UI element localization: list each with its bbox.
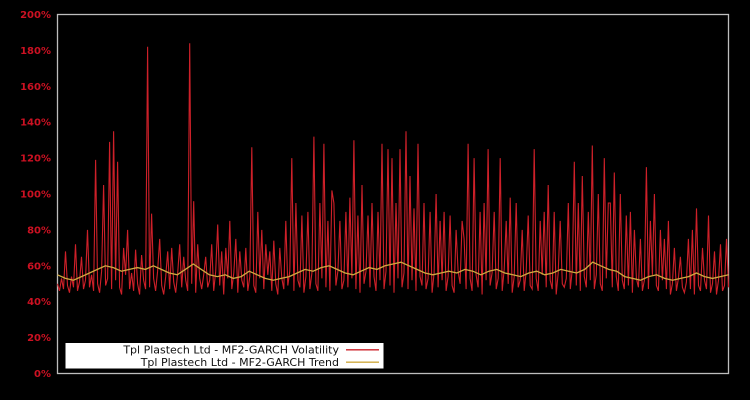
y-axis-tick-label: 180% xyxy=(20,46,51,57)
series-layer xyxy=(56,43,730,295)
legend: Tpl Plastech Ltd - MF2-GARCH Volatility … xyxy=(65,343,384,369)
y-axis-tick-label: 120% xyxy=(20,154,51,165)
plot-border xyxy=(56,13,730,375)
y-axis-tick-label: 80% xyxy=(27,225,51,236)
legend-label-volatility: Tpl Plastech Ltd - MF2-GARCH Volatility xyxy=(122,344,339,357)
y-axis-tick-label: 160% xyxy=(20,82,51,93)
legend-label-trend: Tpl Plastech Ltd - MF2-GARCH Trend xyxy=(140,356,339,369)
y-axis-tick-label: 100% xyxy=(20,190,51,201)
y-axis-tick-label: 40% xyxy=(27,297,51,308)
y-axis-tick-label: 140% xyxy=(20,118,51,129)
trend-series-line xyxy=(57,261,729,281)
y-axis-tick-label: 200% xyxy=(20,10,51,21)
legend-background xyxy=(65,343,384,369)
y-axis-tick-label: 60% xyxy=(27,261,51,272)
y-axis-tick-label: 0% xyxy=(34,369,51,380)
volatility-series-line xyxy=(56,43,730,295)
y-axis-labels: 0% 20% 40% 60% 80% 100% 120% 140% 160% 180% 200% xyxy=(20,10,51,380)
y-axis-tick-label: 20% xyxy=(27,333,51,344)
